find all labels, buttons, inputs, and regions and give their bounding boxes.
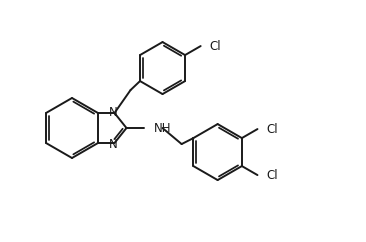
Text: NH: NH bbox=[153, 121, 171, 135]
Text: Cl: Cl bbox=[266, 122, 278, 136]
Text: Cl: Cl bbox=[210, 39, 221, 53]
Text: N: N bbox=[109, 137, 118, 151]
Text: N: N bbox=[109, 106, 118, 119]
Text: Cl: Cl bbox=[266, 169, 278, 182]
